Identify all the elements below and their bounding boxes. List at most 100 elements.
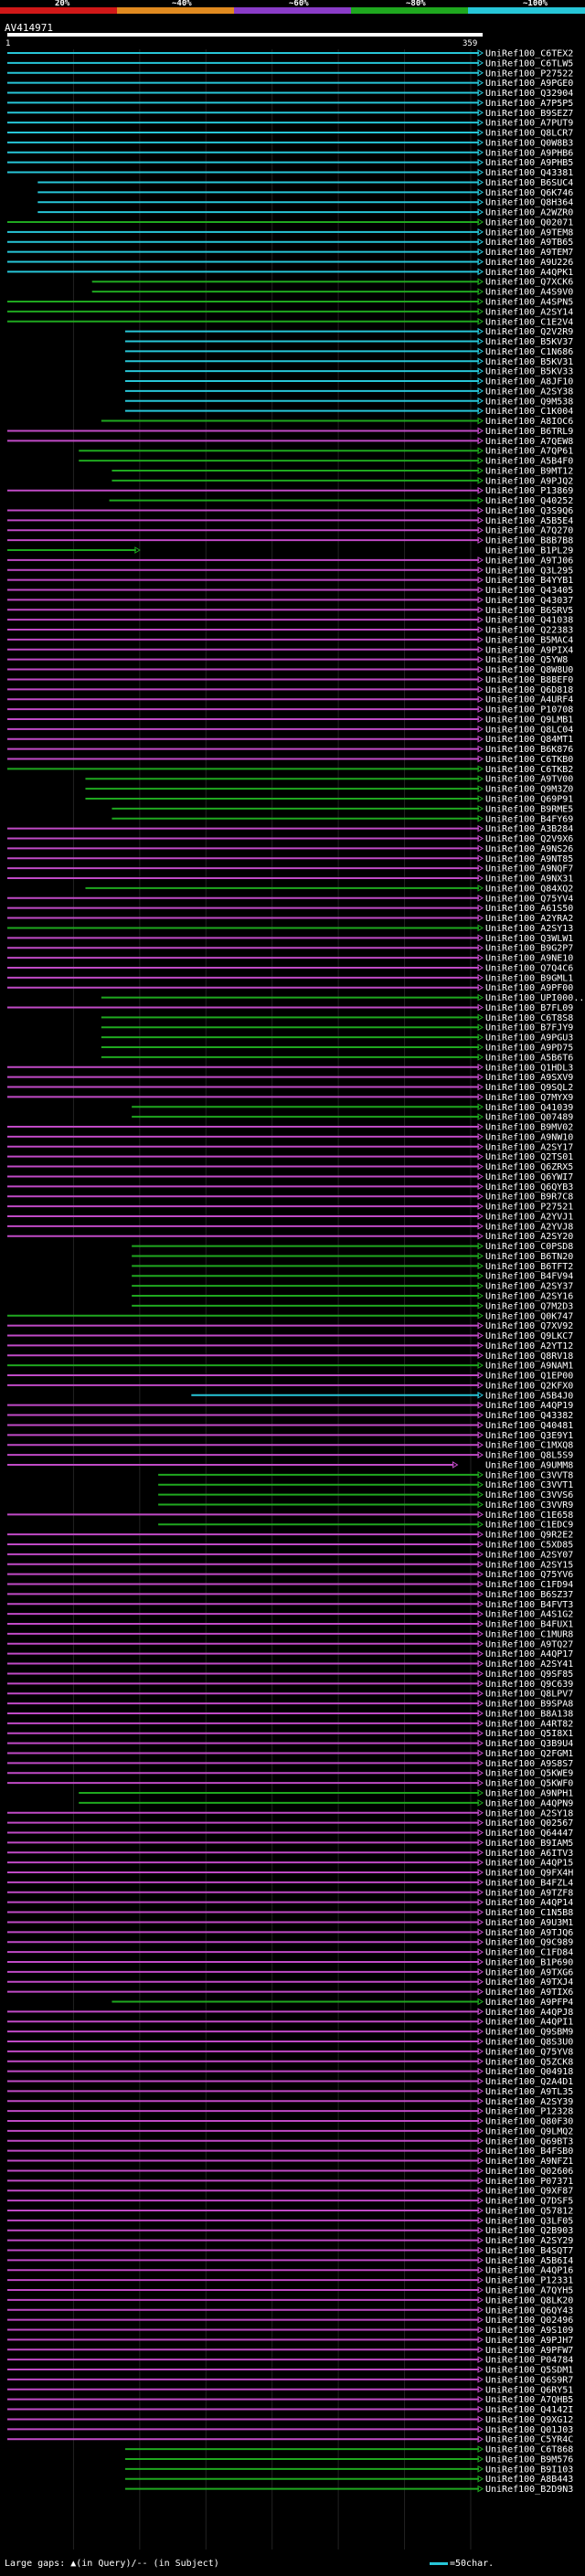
hit-label: UniRef100_A2SY37	[485, 1282, 573, 1292]
hit-label: UniRef100_P13869	[485, 486, 573, 496]
hit-arrow	[477, 2097, 484, 2105]
hit-label: UniRef100_P12328	[485, 2107, 573, 2117]
hit-arrow	[477, 2107, 484, 2115]
hit-arrow	[477, 804, 484, 812]
hit-label: UniRef100_C1MUR8	[485, 1629, 573, 1639]
hit-label: UniRef100_A9TJ06	[485, 556, 573, 566]
hit-arrow	[477, 1232, 484, 1240]
hit-label: UniRef100_A9TIX6	[485, 1988, 573, 1998]
hit-label: UniRef100_Q2TS01	[485, 1152, 573, 1162]
hit-label: UniRef100_A4QP19	[485, 1401, 573, 1411]
hit-label: UniRef100_Q6S9R7	[485, 2375, 573, 2385]
hit-arrow	[477, 2276, 484, 2284]
hit-arrow	[477, 2047, 484, 2055]
hit-label: UniRef100_A61S50	[485, 904, 573, 914]
footer-legend: Large gaps: ▲(in Query)/-- (in Subject)	[5, 2559, 219, 2569]
hit-label: UniRef100_B7FJY9	[485, 1023, 573, 1034]
hit-arrow	[477, 626, 484, 633]
hit-arrow	[477, 1977, 484, 1986]
hit-label: UniRef100_Q7MYX9	[485, 1093, 573, 1103]
hit-label: UniRef100_Q3LF05	[485, 2216, 573, 2226]
hit-label: UniRef100_Q6QYB3	[485, 1182, 573, 1193]
hit-label: UniRef100_B9SEZ7	[485, 109, 573, 119]
hit-label: UniRef100_A8IOC6	[485, 417, 573, 427]
hit-arrow	[477, 447, 484, 455]
hit-label: UniRef100_C6TKB2	[485, 765, 573, 775]
hit-label: UniRef100_A7P5P5	[485, 99, 573, 109]
hit-arrow	[477, 894, 484, 902]
hit-arrow	[477, 1908, 484, 1916]
hit-arrow	[477, 1391, 484, 1399]
legend-color-1	[0, 7, 117, 14]
hit-arrow	[477, 2376, 484, 2383]
hit-label: UniRef100_Q6ZRX5	[485, 1162, 573, 1172]
hit-label: UniRef100_B4FUX1	[485, 1620, 573, 1630]
hit-label: UniRef100_A7Q270	[485, 526, 573, 536]
hit-arrow	[477, 69, 484, 77]
scale-label: =50char.	[450, 2559, 495, 2569]
hit-label: UniRef100_Q1HDL3	[485, 1063, 573, 1073]
hit-arrow	[477, 844, 484, 853]
hit-arrow	[477, 1321, 484, 1330]
legend-tick-label: ~40%	[172, 0, 192, 8]
hit-label: UniRef100_P07371	[485, 2177, 573, 2187]
hit-arrow	[477, 954, 484, 961]
hit-arrow	[477, 556, 484, 564]
hit-label: UniRef100_A9S109	[485, 2326, 573, 2336]
hit-arrow	[477, 1490, 484, 1499]
hit-label: UniRef100_A4S9V0	[485, 288, 573, 298]
hit-label: UniRef100_Q43381	[485, 168, 573, 178]
hit-arrow	[477, 1073, 484, 1081]
hit-arrow	[477, 437, 484, 445]
hit-arrow	[477, 1988, 484, 1996]
hit-label: UniRef100_Q0K747	[485, 1311, 573, 1321]
hit-arrow	[477, 1431, 484, 1439]
hit-label: UniRef100_Q9XG12	[485, 2415, 573, 2425]
hit-arrow	[477, 1779, 484, 1787]
hit-label: UniRef100_P12331	[485, 2276, 573, 2286]
hit-arrow	[477, 2136, 484, 2145]
hit-arrow	[477, 1352, 484, 1360]
hit-label: UniRef100_Q40252	[485, 496, 573, 506]
hit-label: UniRef100_Q04918	[485, 2067, 573, 2077]
hit-arrow	[477, 158, 484, 166]
hit-label: UniRef100_A9PD75	[485, 1044, 573, 1054]
hit-label: UniRef100_Q8LC04	[485, 725, 573, 735]
hit-label: UniRef100_B6K876	[485, 745, 573, 755]
hit-label: UniRef100_A9TJQ6	[485, 1928, 573, 1938]
hit-arrow	[477, 506, 484, 514]
hit-label: UniRef100_A9NX31	[485, 875, 573, 885]
hit-arrow	[477, 1103, 484, 1111]
hit-arrow	[477, 1958, 484, 1966]
hit-arrow	[477, 198, 484, 207]
hit-arrow	[477, 1590, 484, 1598]
hit-arrow	[477, 2286, 484, 2294]
hit-arrow	[477, 178, 484, 186]
hit-label: UniRef100_Q80F30	[485, 2117, 573, 2127]
hit-arrow	[477, 168, 484, 176]
legend-color-5	[468, 7, 585, 14]
hit-label: UniRef100_Q8L5S9	[485, 1451, 573, 1461]
hit-label: UniRef100_A9TQ27	[485, 1639, 573, 1649]
hit-label: UniRef100_A2WZR0	[485, 208, 573, 218]
hit-arrow	[134, 546, 141, 554]
hit-arrow	[477, 964, 484, 971]
hit-arrow	[477, 238, 484, 246]
hit-arrow	[477, 2346, 484, 2354]
hit-arrow	[477, 1023, 484, 1032]
hit-label: UniRef100_A9TEM7	[485, 248, 573, 258]
hit-label: UniRef100_A9NT85	[485, 854, 573, 864]
hit-label: UniRef100_A4QPK1	[485, 268, 573, 278]
hit-label: UniRef100_A4QP16	[485, 2266, 573, 2276]
hit-arrow	[477, 119, 484, 127]
hit-arrow	[477, 2266, 484, 2274]
hit-label: UniRef100_A7QHB5	[485, 2395, 573, 2405]
hit-arrow	[477, 566, 484, 574]
hit-arrow	[477, 973, 484, 981]
hit-arrow	[477, 397, 484, 405]
hit-arrow	[477, 1382, 484, 1389]
hit-arrow	[477, 1948, 484, 1956]
hit-arrow	[477, 1610, 484, 1618]
hit-label: UniRef100_B9SPA8	[485, 1700, 573, 1710]
hit-label: UniRef100_A4RT82	[485, 1719, 573, 1729]
